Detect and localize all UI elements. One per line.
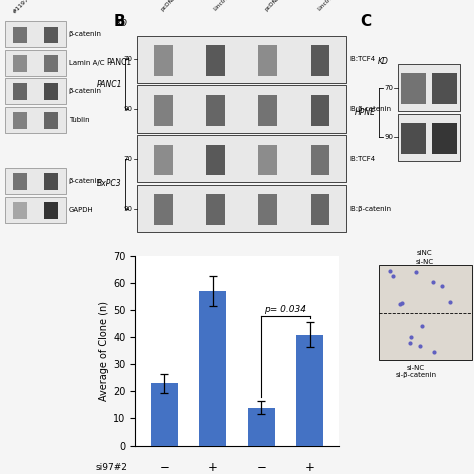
Bar — [5, 197, 66, 223]
Text: −: − — [159, 461, 169, 474]
Text: 90: 90 — [124, 106, 133, 112]
Bar — [379, 265, 472, 360]
Text: 90: 90 — [384, 135, 393, 140]
Text: β-catenin: β-catenin — [69, 88, 102, 94]
Text: β-catenin: β-catenin — [69, 178, 102, 184]
Bar — [310, 45, 329, 76]
Bar — [310, 194, 329, 225]
Text: #1197: #1197 — [12, 0, 30, 14]
Text: 70: 70 — [124, 56, 133, 62]
Bar — [5, 50, 66, 76]
Bar — [248, 408, 274, 446]
Bar — [432, 73, 456, 104]
Y-axis label: Average of Clone (n): Average of Clone (n) — [99, 301, 109, 401]
Bar — [200, 291, 226, 446]
Bar — [154, 45, 173, 76]
Bar — [13, 55, 27, 72]
Text: si97#2: si97#2 — [96, 463, 128, 472]
Text: Tublin: Tublin — [69, 117, 90, 123]
Text: Lamin A/C: Lamin A/C — [69, 60, 104, 66]
Bar — [206, 145, 225, 175]
Text: pcDNA3.1: pcDNA3.1 — [160, 0, 184, 12]
Bar — [154, 145, 173, 175]
Bar — [137, 185, 346, 232]
Bar — [5, 21, 66, 47]
Text: Linc01197: Linc01197 — [317, 0, 341, 12]
Bar — [44, 202, 58, 219]
Text: KD: KD — [378, 57, 389, 66]
Bar — [44, 27, 58, 44]
Bar — [13, 112, 27, 129]
Bar — [154, 194, 173, 225]
Text: IB:TCF4: IB:TCF4 — [350, 56, 376, 62]
Text: B: B — [114, 14, 126, 29]
Bar — [44, 173, 58, 191]
Bar — [137, 85, 346, 133]
Text: si-NC: si-NC — [407, 365, 425, 371]
Bar — [44, 112, 58, 129]
Bar — [13, 202, 27, 219]
Text: Linc01197: Linc01197 — [212, 0, 237, 12]
Text: GAPDH: GAPDH — [69, 207, 93, 213]
Bar — [137, 135, 346, 182]
Text: 70: 70 — [124, 156, 133, 162]
Bar — [5, 78, 66, 104]
Text: +: + — [305, 461, 315, 474]
Text: BxPC3: BxPC3 — [97, 179, 122, 188]
Bar — [154, 95, 173, 126]
Text: pcDNA3.1: pcDNA3.1 — [264, 0, 289, 12]
Bar — [13, 173, 27, 191]
Bar — [44, 55, 58, 72]
Text: KD: KD — [117, 19, 128, 28]
Bar — [206, 45, 225, 76]
Bar — [258, 194, 277, 225]
Text: 90: 90 — [124, 206, 133, 211]
Text: si-β-catenin: si-β-catenin — [395, 372, 437, 378]
Bar — [13, 27, 27, 44]
Bar — [401, 123, 426, 154]
Text: C: C — [360, 14, 371, 29]
Bar — [206, 194, 225, 225]
Text: PANC1: PANC1 — [96, 80, 122, 89]
Text: β-catenin: β-catenin — [69, 31, 102, 37]
Bar — [258, 145, 277, 175]
Bar — [13, 83, 27, 100]
Bar — [401, 73, 426, 104]
Bar — [258, 95, 277, 126]
Bar — [296, 335, 323, 446]
Text: −: − — [256, 461, 266, 474]
Text: IB:β-catenin: IB:β-catenin — [350, 206, 392, 211]
Bar — [5, 168, 66, 194]
Text: IB:TCF4: IB:TCF4 — [350, 156, 376, 162]
Text: PANC1: PANC1 — [107, 58, 132, 67]
Bar — [44, 83, 58, 100]
Bar — [432, 123, 456, 154]
Bar — [137, 36, 346, 83]
Bar — [398, 64, 460, 111]
Text: p= 0.034: p= 0.034 — [264, 305, 307, 314]
Bar — [258, 45, 277, 76]
Text: IB:β-catenin: IB:β-catenin — [350, 106, 392, 112]
Bar — [5, 107, 66, 133]
Bar — [151, 383, 178, 446]
Text: si-NC: si-NC — [415, 259, 433, 265]
Bar — [398, 114, 460, 161]
Bar — [310, 95, 329, 126]
Bar — [310, 145, 329, 175]
Text: HPNE: HPNE — [355, 108, 376, 117]
Text: +: + — [208, 461, 218, 474]
Text: siNC: siNC — [417, 250, 432, 256]
Text: 70: 70 — [384, 85, 393, 91]
Bar — [206, 95, 225, 126]
